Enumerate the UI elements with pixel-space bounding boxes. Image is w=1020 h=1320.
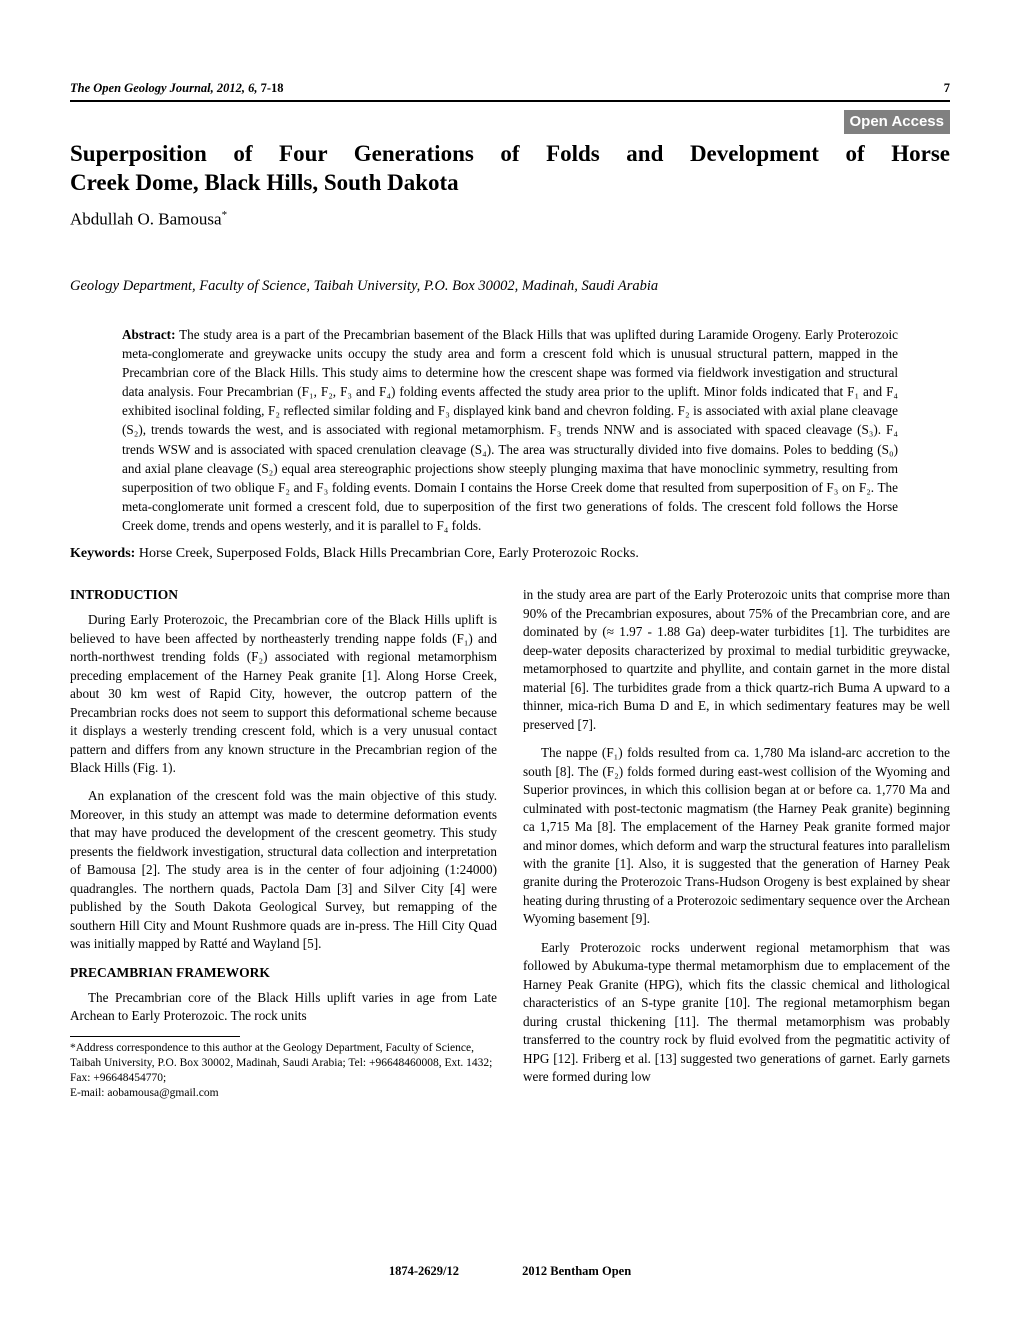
article-title-line2: Creek Dome, Black Hills, South Dakota [70,169,950,198]
journal-name: The Open Geology Journal, [70,81,214,95]
journal-pages: 7-18 [261,81,284,95]
journal-volume: 6, [248,81,257,95]
author-line: Abdullah O. Bamousa* [70,208,950,232]
paragraph: The Precambrian core of the Black Hills … [70,989,497,1026]
article-title-line1: Superposition of Four Generations of Fol… [70,140,950,169]
author-name: Abdullah O. Bamousa [70,209,222,228]
footnote-separator [70,1036,240,1037]
open-access-badge: Open Access [844,110,951,134]
heading-precambrian: PRECAMBRIAN FRAMEWORK [70,964,497,983]
affiliation: Geology Department, Faculty of Science, … [70,277,950,297]
journal-year: 2012, [217,81,245,95]
keywords-line: Keywords: Horse Creek, Superposed Folds,… [70,545,950,564]
keywords-label: Keywords: [70,546,135,561]
open-access-row: Open Access [70,110,950,134]
abstract-block: Abstract: The study area is a part of th… [122,325,898,536]
footer-copyright: 2012 Bentham Open [522,1263,631,1280]
abstract-text: The study area is a part of the Precambr… [122,327,898,533]
heading-introduction: INTRODUCTION [70,586,497,605]
paragraph: During Early Proterozoic, the Precambria… [70,611,497,777]
footer-issn: 1874-2629/12 [389,1263,459,1280]
keywords-text: Horse Creek, Superposed Folds, Black Hil… [135,546,639,561]
page: The Open Geology Journal, 2012, 6, 7-18 … [0,0,1020,1320]
column-left: INTRODUCTION During Early Proterozoic, t… [70,586,497,1100]
paragraph: in the study area are part of the Early … [523,586,950,734]
paragraph: Early Proterozoic rocks underwent region… [523,939,950,1087]
body-columns: INTRODUCTION During Early Proterozoic, t… [70,586,950,1100]
abstract-label: Abstract: [122,327,175,342]
header-left: The Open Geology Journal, 2012, 6, 7-18 [70,80,284,97]
paragraph: An explanation of the crescent fold was … [70,787,497,953]
paragraph: The nappe (F₁) folds resulted from ca. 1… [523,744,950,929]
page-number: 7 [944,80,950,97]
running-header: The Open Geology Journal, 2012, 6, 7-18 … [70,80,950,102]
page-footer: 1874-2629/12 2012 Bentham Open [0,1263,1020,1280]
author-sup: * [222,209,228,221]
column-right: in the study area are part of the Early … [523,586,950,1100]
correspondence-footnote: *Address correspondence to this author a… [70,1041,497,1101]
